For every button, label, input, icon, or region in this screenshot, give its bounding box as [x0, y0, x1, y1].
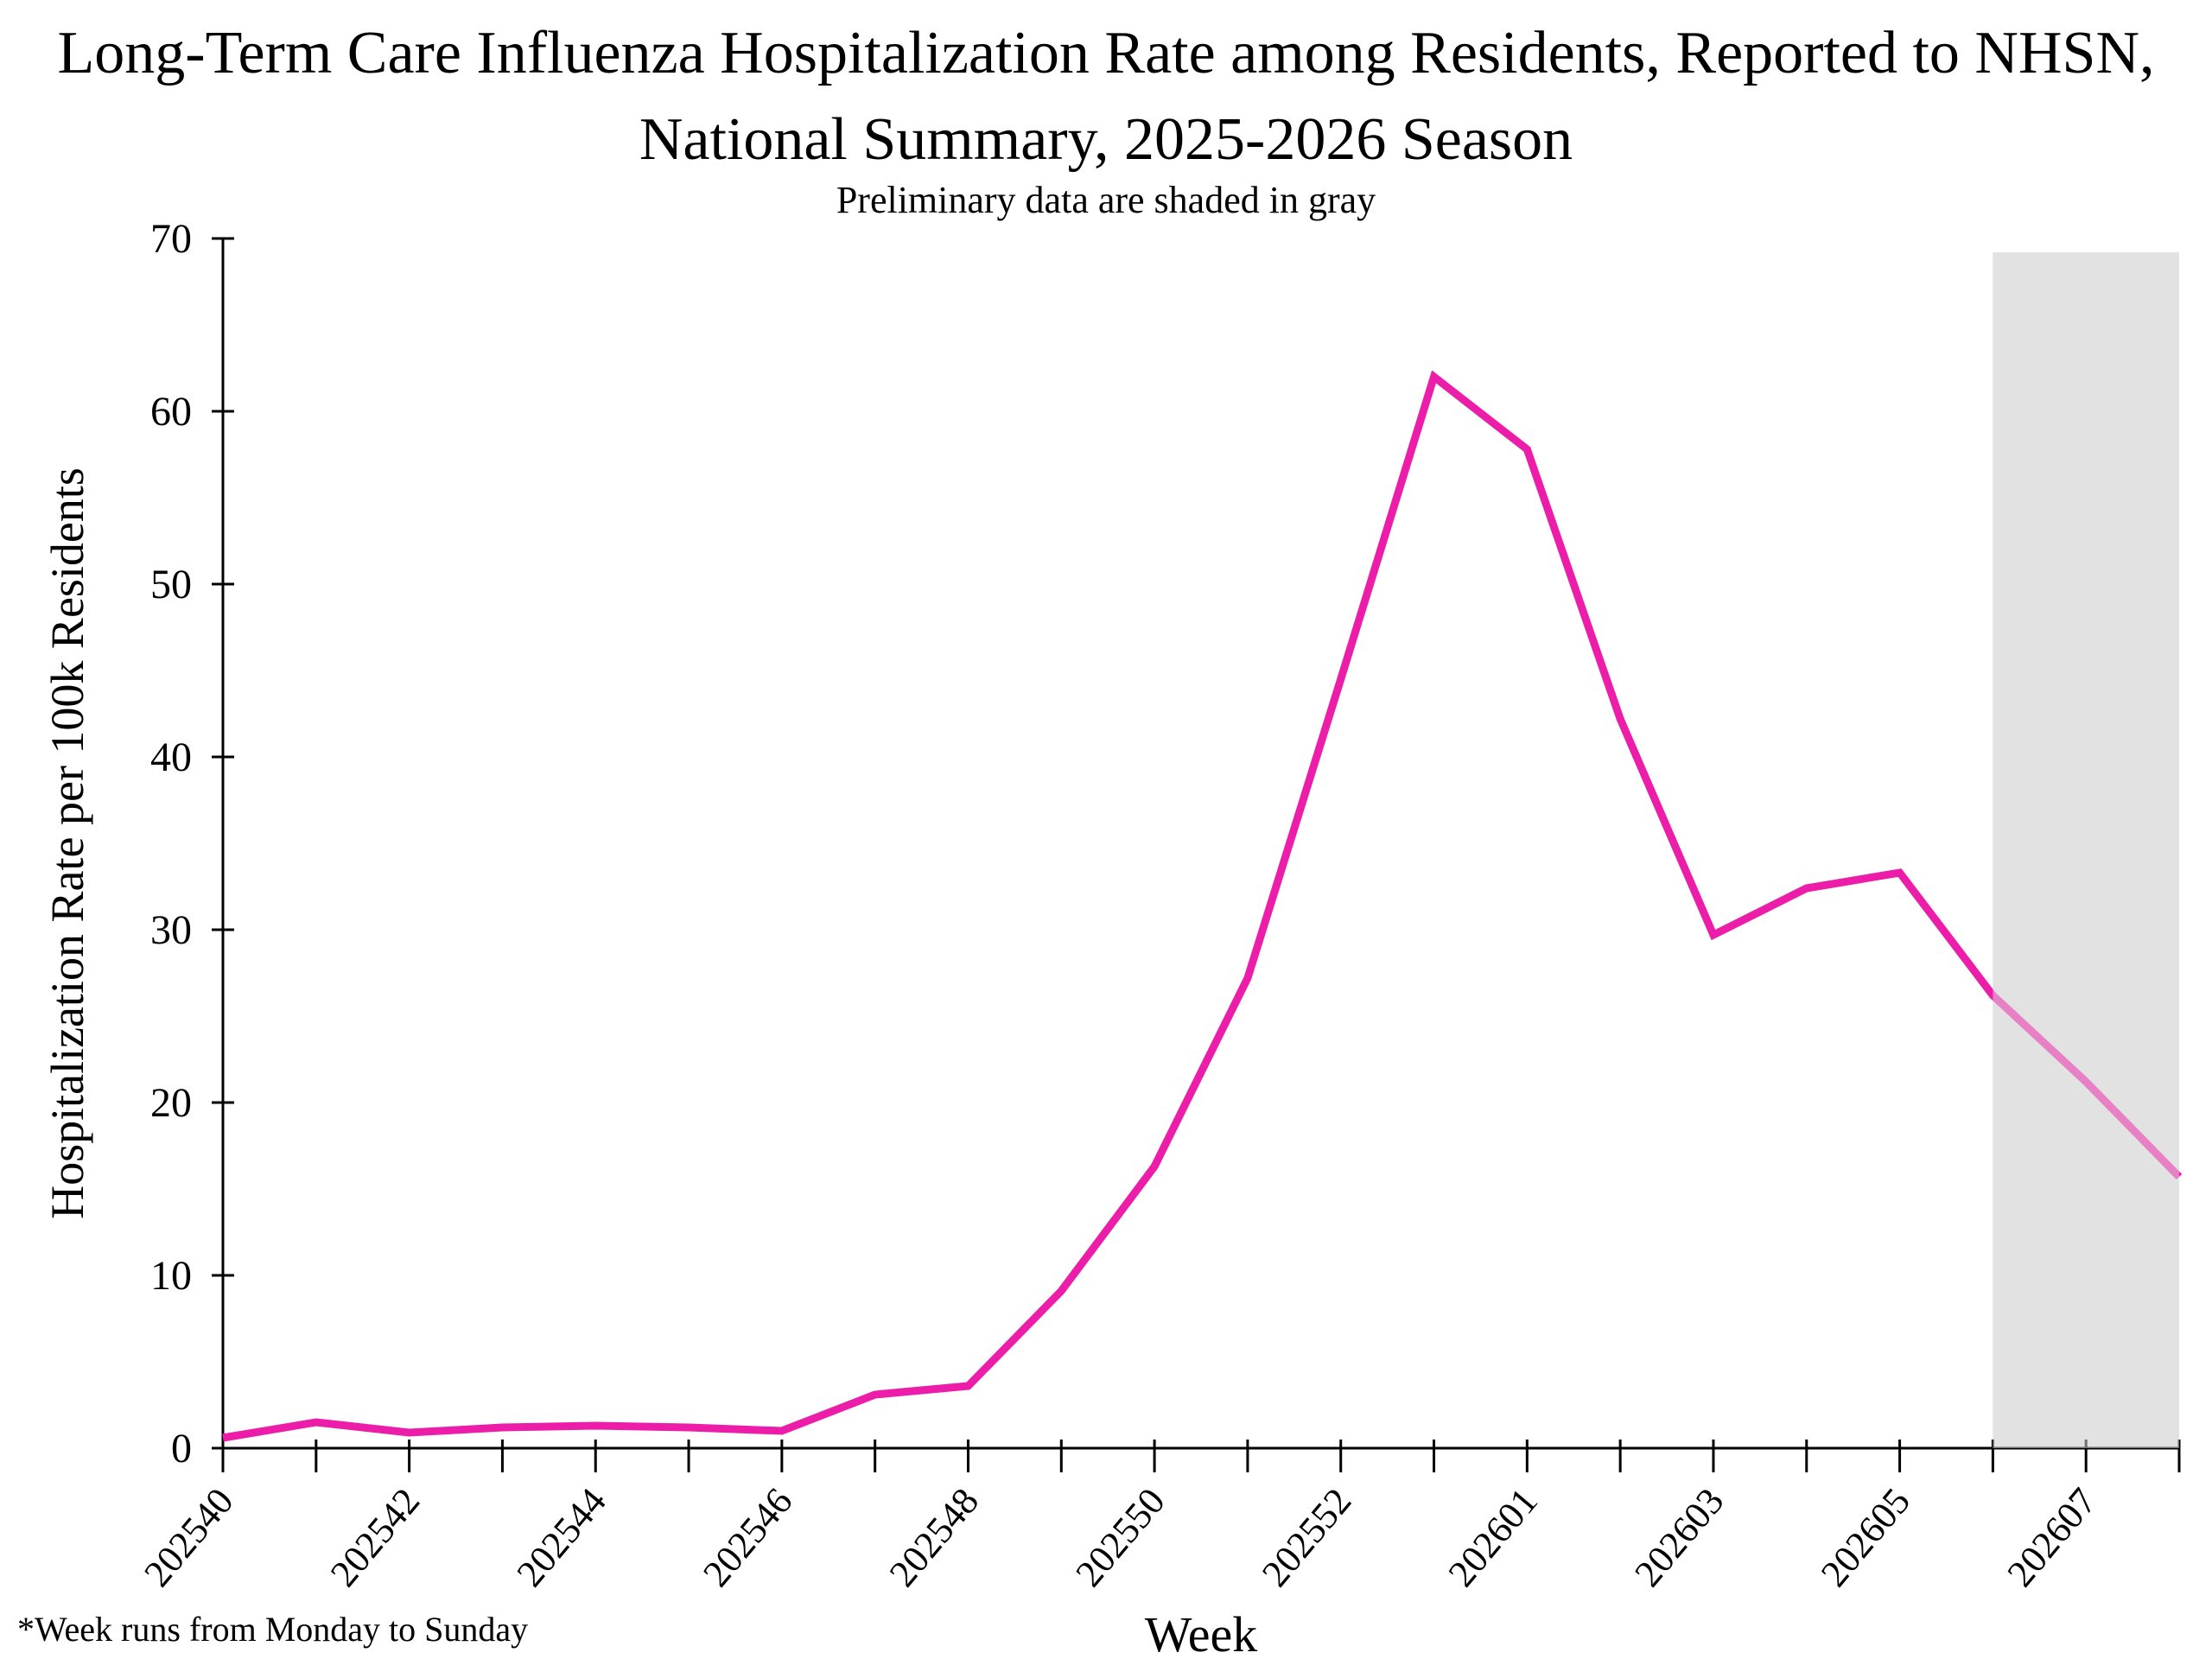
y-tick-label: 40: [150, 734, 192, 780]
chart-subtitle: Preliminary data are shaded in gray: [836, 179, 1376, 221]
x-tick-label: 202546: [695, 1480, 800, 1595]
x-tick-label: 202603: [1626, 1480, 1732, 1595]
x-tick-label: 202552: [1254, 1480, 1359, 1595]
x-tick-label: 202550: [1067, 1480, 1173, 1595]
chart-title-line1: Long-Term Care Influenza Hospitalization…: [57, 20, 2155, 86]
y-tick-label: 0: [171, 1426, 192, 1471]
trend-line: [222, 370, 2183, 1442]
y-tick-label: 50: [150, 562, 192, 607]
y-tick-label: 20: [150, 1080, 192, 1126]
y-tick-label: 10: [150, 1253, 192, 1299]
preliminary-overlay: [1993, 252, 2179, 1448]
x-tick-label: 202544: [509, 1480, 614, 1595]
x-tick-label: 202540: [136, 1480, 241, 1595]
footnote: *Week runs from Monday to Sunday: [17, 1610, 529, 1649]
y-tick-label: 60: [150, 389, 192, 435]
y-tick-label: 70: [150, 216, 192, 262]
x-axis-title: Week: [1144, 1606, 1258, 1659]
x-tick-label: 202607: [1999, 1480, 2104, 1595]
x-tick-label: 202542: [322, 1480, 428, 1595]
x-tick-label: 202605: [1813, 1480, 1918, 1595]
chart-title-line2: National Summary, 2025-2026 Season: [639, 106, 1573, 173]
y-tick-label: 30: [150, 907, 192, 953]
x-tick-label: 202548: [881, 1480, 987, 1595]
x-tick-label: 202601: [1440, 1480, 1546, 1595]
